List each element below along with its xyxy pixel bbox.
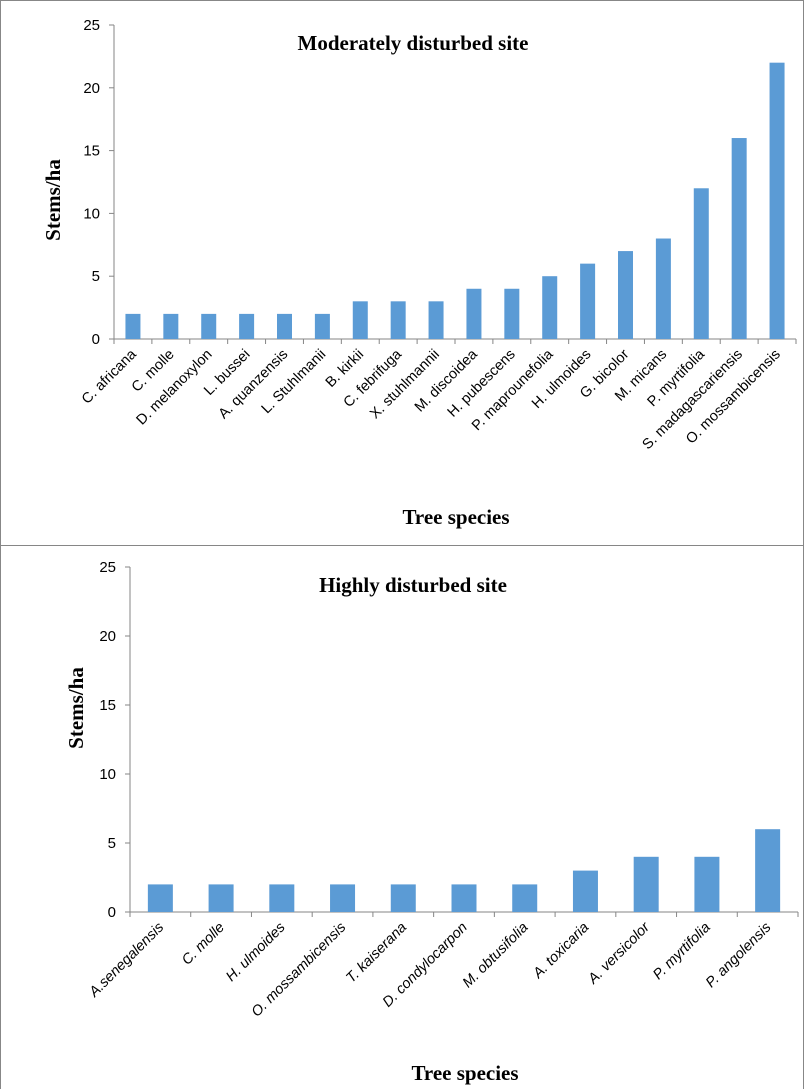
chart-bottom-bar <box>633 856 659 912</box>
chart-bottom-xtick-label: A.senegalensis <box>86 920 168 1002</box>
chart-top-ytick-label: 10 <box>83 205 100 222</box>
chart-bottom-xtick-label: A. versicolor <box>585 919 654 988</box>
chart-bottom-xtick-label: M. obtusifolia <box>460 920 532 992</box>
chart-top-bar <box>504 288 520 339</box>
chart-top-xlabel: Tree species <box>402 505 509 529</box>
chart-top-bar <box>239 313 255 339</box>
chart-top-bar <box>542 276 558 339</box>
chart-top-ytick-label: 5 <box>92 268 100 285</box>
chart-top-bar <box>731 138 747 339</box>
chart-bottom-bar <box>390 884 416 912</box>
chart-top-bar <box>618 251 633 339</box>
chart-top-bar <box>655 238 671 339</box>
chart-bottom-bar <box>330 884 356 912</box>
chart-bottom-title: Highly disturbed site <box>319 573 507 597</box>
chart-bottom-bar <box>694 856 720 912</box>
chart-bottom-ytick-label: 20 <box>99 628 116 645</box>
chart-bottom-ytick-label: 25 <box>99 559 116 576</box>
chart-bottom-ytick-label: 0 <box>108 904 116 921</box>
chart-bottom-ytick-label: 15 <box>99 697 116 714</box>
chart-top: Moderately disturbed site Tree species S… <box>41 17 797 529</box>
chart-top-bar <box>125 313 141 339</box>
chart-bottom-ytick-label: 10 <box>99 766 116 783</box>
chart-top-ylabel: Stems/ha <box>41 159 65 241</box>
chart-bottom-xtick-label: H. ulmoides <box>223 920 288 985</box>
chart-bottom-bar <box>572 870 598 912</box>
chart-bottom-ylabel: Stems/ha <box>64 667 88 749</box>
chart-top-bar <box>352 301 368 339</box>
chart-top-xtick-label: C. africana <box>79 346 141 408</box>
chart-top-bar <box>390 301 406 339</box>
chart-top-bar <box>466 288 482 339</box>
chart-top-bar <box>428 301 444 339</box>
chart-bottom-xtick-label: A. toxicaria <box>530 920 593 983</box>
chart-top-bar <box>693 188 709 339</box>
chart-bottom-bar <box>147 884 173 912</box>
chart-bottom-ytick-label: 5 <box>108 835 116 852</box>
chart-bottom-xtick-label: T. kaiserana <box>343 920 410 987</box>
chart-top-ytick-label: 20 <box>83 80 100 97</box>
chart-bottom-xlabel: Tree species <box>411 1061 518 1085</box>
chart-top-title: Moderately disturbed site <box>298 31 529 55</box>
chart-bottom-xtick-label: P. angolensis <box>703 920 775 992</box>
chart-top-bar <box>580 263 596 339</box>
chart-top-bar <box>201 313 217 339</box>
chart-top-bar <box>769 62 785 340</box>
chart-bottom-xtick-label: C. molle <box>179 920 228 969</box>
chart-bottom-bar <box>755 829 781 912</box>
chart-bottom-bar <box>269 884 295 912</box>
chart-bottom: Highly disturbed site Tree species Stems… <box>64 559 799 1085</box>
chart-bottom-xtick-label: P. myrtifolia <box>650 920 714 984</box>
chart-top-bar <box>163 313 179 339</box>
chart-bottom-bar <box>512 884 538 912</box>
chart-top-bar <box>277 313 292 339</box>
chart-top-bar <box>314 313 330 339</box>
chart-bottom-bar <box>451 884 477 912</box>
chart-top-ytick-label: 15 <box>83 143 100 160</box>
chart-top-ytick-label: 25 <box>83 17 100 34</box>
chart-top-ytick-label: 0 <box>92 331 100 348</box>
chart-bottom-bar <box>208 884 234 912</box>
